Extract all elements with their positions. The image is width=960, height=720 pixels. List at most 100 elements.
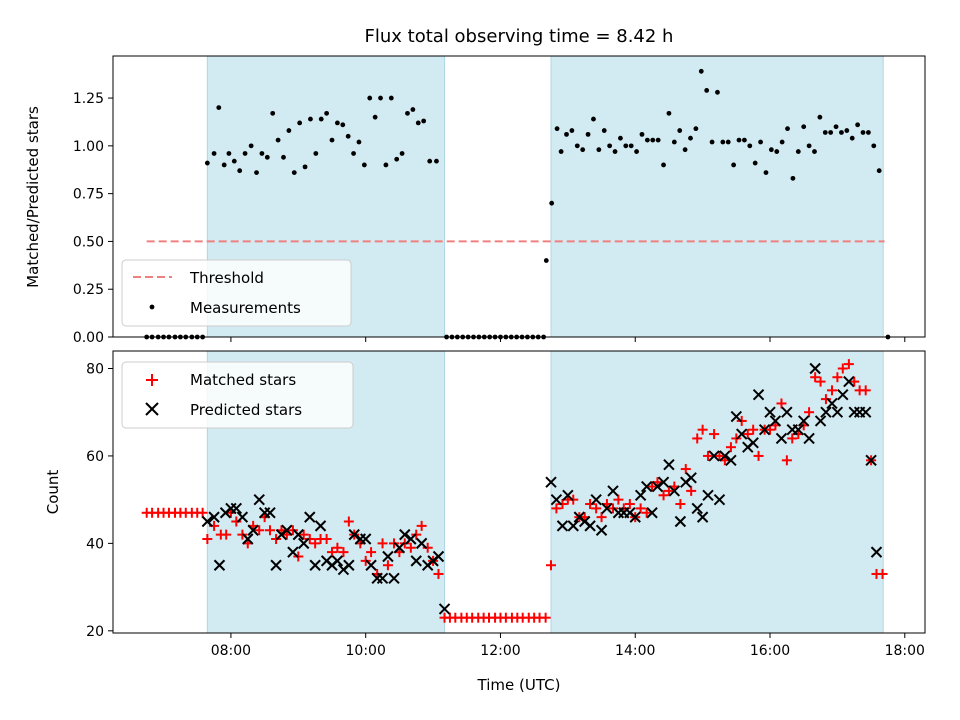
matched-star-point	[776, 398, 787, 409]
predicted-star-point	[393, 542, 406, 554]
legend-measurements-swatch	[149, 304, 155, 310]
measurement-point	[779, 139, 785, 145]
matched-star-point	[832, 372, 843, 383]
predicted-star-point	[668, 485, 681, 497]
matched-star-point	[265, 525, 276, 536]
measurement-point	[752, 160, 758, 166]
x-tick-label: 18:00	[885, 643, 925, 659]
predicted-star-point	[764, 406, 776, 418]
matched-star-point	[647, 481, 658, 492]
matched-star-point	[680, 464, 691, 475]
measurement-point	[585, 131, 591, 137]
predicted-star-point	[607, 485, 619, 497]
measurement-point	[415, 120, 421, 126]
bottom-axes-frame	[112, 350, 926, 634]
predicted-star-point	[297, 537, 310, 550]
measurement-point	[329, 137, 335, 143]
matched-star-point	[849, 376, 860, 387]
measurement-point	[596, 147, 602, 153]
matched-star-point	[557, 499, 568, 510]
measurement-point	[785, 126, 790, 132]
top-panel: 0.00 0.25 0.50 0.75 1.00 1.25 Matched/Predict…	[24, 55, 926, 346]
measurement-point	[264, 154, 270, 160]
measurement-point	[574, 143, 580, 149]
predicted-star-point	[758, 423, 771, 436]
measurement-point	[388, 95, 394, 101]
observing-window	[550, 56, 884, 337]
predicted-star-point	[550, 493, 563, 506]
predicted-star-point	[388, 572, 400, 585]
predicted-star-point	[359, 533, 372, 545]
top-y-axis-label: Matched/Predicted stars	[24, 106, 42, 288]
matched-star-point	[624, 499, 635, 510]
predicted-star-point	[708, 450, 720, 462]
measurement-point	[618, 135, 623, 141]
predicted-star-point	[691, 502, 703, 515]
measurement-point	[731, 162, 737, 168]
measurement-point	[655, 137, 661, 143]
predicted-star-point	[640, 480, 653, 493]
predicted-star-point	[382, 550, 394, 563]
predicted-star-point	[309, 559, 321, 571]
matched-star-point	[703, 450, 714, 461]
measurement-point	[698, 68, 704, 74]
legend-measurements-label: Measurements	[190, 299, 301, 317]
bottom-y-ticks: 20 40 60 80	[86, 361, 113, 640]
matched-star-point	[742, 429, 753, 440]
predicted-star-point	[281, 524, 293, 536]
measurement-point	[768, 147, 774, 153]
measurement-point	[849, 135, 855, 141]
predicted-star-point	[292, 528, 305, 541]
measurement-point	[747, 143, 753, 149]
matched-star-point	[877, 568, 888, 579]
predicted-star-point	[719, 450, 731, 462]
measurement-point	[650, 137, 656, 143]
measurement-point	[833, 124, 839, 130]
matched-star-point	[860, 385, 871, 396]
matched-star-point	[202, 534, 213, 544]
predicted-star-point	[713, 493, 726, 506]
predicted-star-point	[775, 432, 788, 445]
matched-star-point	[725, 442, 736, 453]
matched-star-point	[416, 520, 427, 531]
measurement-point	[356, 139, 362, 145]
predicted-star-point	[562, 489, 574, 501]
measurement-point	[421, 118, 427, 124]
y-tick-label: 0.50	[73, 234, 104, 250]
predicted-star-point	[601, 502, 613, 515]
predicted-star-point	[405, 533, 417, 545]
matched-star-point	[366, 547, 377, 558]
top-legend: Threshold Measurements	[121, 259, 352, 327]
predicted-star-point	[590, 493, 602, 506]
measurement-point	[231, 158, 237, 164]
measurement-point	[345, 133, 351, 139]
measurement-point	[242, 151, 248, 156]
predicted-star-point	[208, 511, 220, 523]
measurement-point	[876, 168, 882, 174]
matched-star-point	[343, 516, 354, 527]
predicted-star-point	[769, 415, 782, 427]
measurement-point	[855, 122, 861, 128]
predicted-star-point	[287, 546, 299, 558]
predicted-star-point	[331, 555, 344, 567]
predicted-star-point	[747, 437, 759, 449]
measurement-point	[720, 139, 726, 145]
predicted-star-point	[343, 559, 355, 571]
predicted-star-point	[415, 537, 428, 550]
predicted-star-point	[843, 375, 855, 388]
measurement-point	[671, 139, 677, 145]
predicted-star-point	[584, 520, 596, 532]
legend-matched-label: Matched stars	[190, 371, 296, 389]
predicted-star-point	[797, 415, 810, 427]
top-axes-frame	[112, 55, 926, 338]
chart-title: Flux total observing time = 8.42 h	[365, 26, 674, 47]
measurement-point	[549, 200, 555, 206]
measurement-point	[871, 143, 877, 149]
measurement-point	[564, 131, 569, 137]
y-tick-label: 0.75	[73, 187, 104, 203]
matched-star-point	[748, 424, 759, 435]
matched-star-point	[658, 490, 669, 501]
measurement-point	[639, 131, 645, 137]
